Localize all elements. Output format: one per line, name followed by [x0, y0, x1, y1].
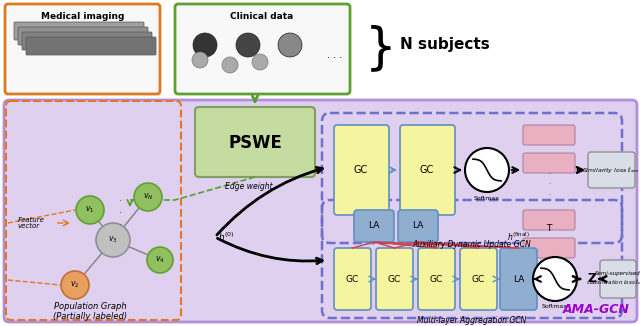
- FancyBboxPatch shape: [376, 248, 413, 310]
- FancyBboxPatch shape: [523, 153, 575, 173]
- Text: $v_2$: $v_2$: [70, 280, 80, 290]
- FancyBboxPatch shape: [334, 125, 389, 215]
- FancyBboxPatch shape: [400, 125, 455, 215]
- Circle shape: [278, 33, 302, 57]
- FancyBboxPatch shape: [4, 100, 637, 322]
- Text: ·
·
·: · · ·: [118, 196, 122, 230]
- Text: GC: GC: [354, 165, 368, 175]
- FancyBboxPatch shape: [600, 260, 636, 298]
- FancyBboxPatch shape: [334, 248, 371, 310]
- Circle shape: [61, 271, 89, 299]
- FancyBboxPatch shape: [175, 4, 350, 94]
- FancyBboxPatch shape: [523, 210, 575, 230]
- Text: AMA-GCN: AMA-GCN: [563, 303, 630, 316]
- Text: Z: Z: [588, 273, 596, 286]
- Circle shape: [222, 57, 238, 73]
- Text: $v_1$: $v_1$: [85, 205, 95, 215]
- Text: LA: LA: [368, 221, 380, 230]
- Circle shape: [533, 257, 577, 301]
- Text: Medical imaging: Medical imaging: [42, 12, 125, 21]
- Text: Softmax: Softmax: [474, 196, 500, 201]
- Text: Population Graph
(Partially labeled): Population Graph (Partially labeled): [53, 302, 127, 321]
- FancyBboxPatch shape: [14, 22, 144, 40]
- Text: $h^{(0)}$: $h^{(0)}$: [218, 231, 235, 243]
- Text: GC: GC: [472, 274, 485, 284]
- Text: $v_4$: $v_4$: [156, 255, 164, 265]
- Text: PSWE: PSWE: [228, 134, 282, 152]
- FancyBboxPatch shape: [418, 248, 455, 310]
- FancyBboxPatch shape: [22, 32, 152, 50]
- Text: $h^{\rm(final)}$: $h^{\rm(final)}$: [507, 230, 530, 243]
- FancyBboxPatch shape: [398, 210, 438, 242]
- FancyBboxPatch shape: [18, 27, 148, 45]
- FancyBboxPatch shape: [5, 4, 160, 94]
- FancyBboxPatch shape: [460, 248, 497, 310]
- FancyBboxPatch shape: [523, 238, 575, 258]
- Circle shape: [236, 33, 260, 57]
- Circle shape: [76, 196, 104, 224]
- FancyBboxPatch shape: [588, 152, 635, 188]
- Text: }: }: [365, 24, 397, 72]
- Text: Multi-layer Aggregation GCN: Multi-layer Aggregation GCN: [417, 316, 527, 325]
- Circle shape: [96, 223, 130, 257]
- Text: Edge weight: Edge weight: [225, 182, 273, 191]
- Text: Auxiliary Dynamic Update GCN: Auxiliary Dynamic Update GCN: [413, 240, 531, 249]
- Text: Softmax: Softmax: [542, 304, 568, 309]
- FancyBboxPatch shape: [354, 210, 394, 242]
- Text: . . .: . . .: [328, 50, 342, 60]
- FancyBboxPatch shape: [195, 107, 315, 177]
- FancyBboxPatch shape: [500, 248, 537, 310]
- Text: ·
·
·: · · ·: [548, 170, 550, 200]
- Circle shape: [192, 52, 208, 68]
- FancyBboxPatch shape: [523, 125, 575, 145]
- Text: Similarity loss $\ell_{sim}$: Similarity loss $\ell_{sim}$: [582, 165, 640, 175]
- Circle shape: [147, 247, 173, 273]
- Text: GC: GC: [430, 274, 443, 284]
- Circle shape: [193, 33, 217, 57]
- Text: GC: GC: [420, 165, 434, 175]
- Text: GC: GC: [346, 274, 359, 284]
- Text: N subjects: N subjects: [400, 37, 490, 52]
- Text: Semi-supervised
classification loss $\ell_{semi}$: Semi-supervised classification loss $\el…: [586, 271, 640, 287]
- Text: T: T: [547, 224, 552, 233]
- Circle shape: [465, 148, 509, 192]
- Text: $v_N$: $v_N$: [143, 192, 153, 202]
- Text: Feature
vector: Feature vector: [18, 216, 45, 230]
- Circle shape: [252, 54, 268, 70]
- Text: $v_3$: $v_3$: [108, 235, 118, 245]
- Text: LA: LA: [412, 221, 424, 230]
- Text: LA: LA: [513, 274, 524, 284]
- Text: GC: GC: [388, 274, 401, 284]
- FancyBboxPatch shape: [26, 37, 156, 55]
- Text: Clinical data: Clinical data: [230, 12, 294, 21]
- Circle shape: [134, 183, 162, 211]
